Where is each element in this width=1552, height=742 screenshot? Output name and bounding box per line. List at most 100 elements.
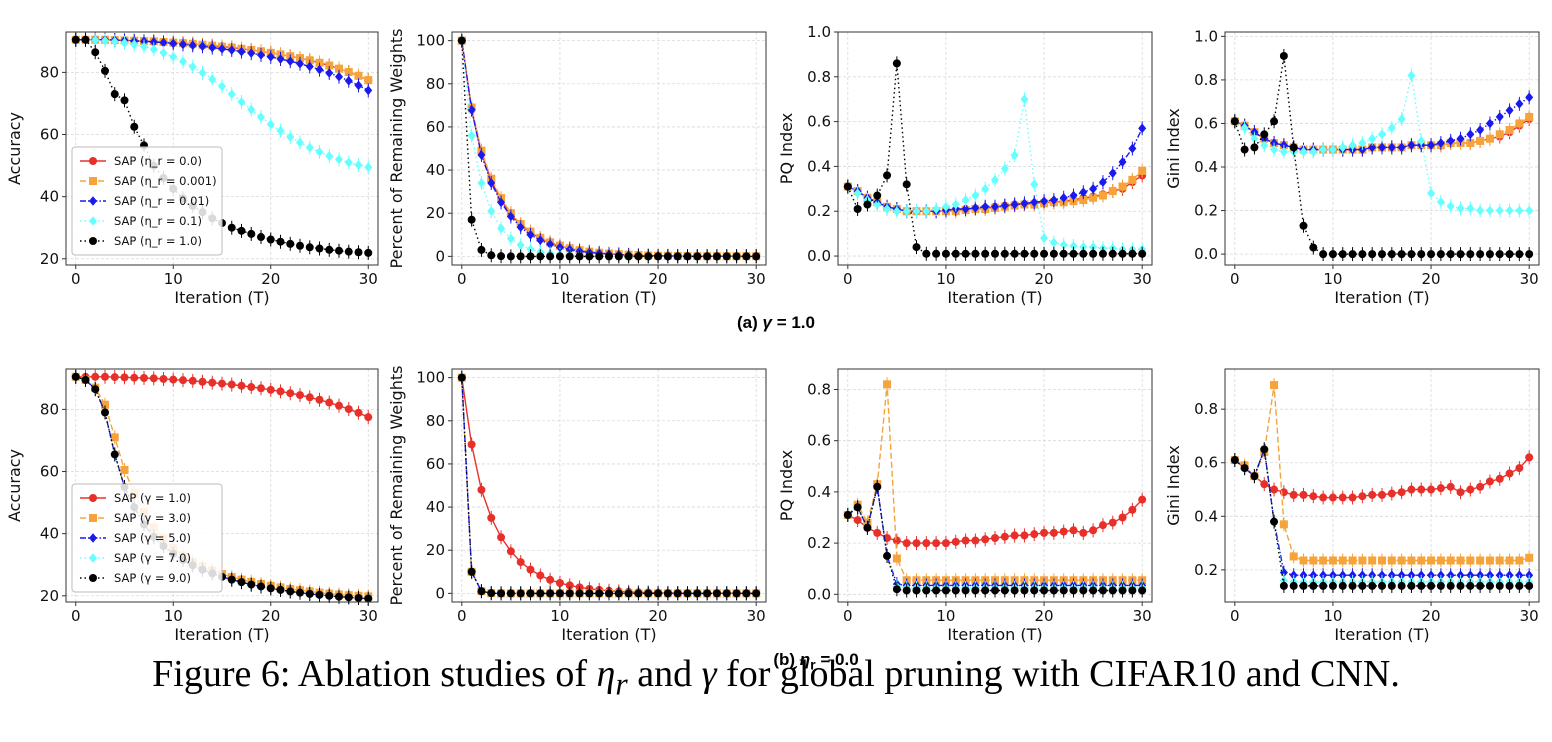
data-point xyxy=(257,384,265,393)
data-point xyxy=(1230,456,1239,465)
x-tick-label: 30 xyxy=(359,270,378,288)
data-point xyxy=(575,252,584,261)
x-tick-label: 20 xyxy=(261,270,280,288)
data-point xyxy=(1476,205,1485,216)
series-cyan xyxy=(457,370,761,601)
data-point xyxy=(335,592,343,601)
data-point xyxy=(179,56,187,67)
data-point xyxy=(110,36,119,47)
data-point xyxy=(1020,586,1029,595)
data-point xyxy=(634,252,643,261)
data-point xyxy=(1049,249,1058,258)
x-tick-label: 10 xyxy=(936,607,955,625)
data-point xyxy=(961,586,970,595)
y-tick-label: 0.2 xyxy=(807,202,831,220)
data-point xyxy=(902,586,911,595)
y-tick-label: 100 xyxy=(416,32,445,50)
data-point xyxy=(1299,556,1308,565)
data-point xyxy=(892,536,901,545)
data-point xyxy=(1407,70,1416,81)
y-tick-label: 0.6 xyxy=(1194,454,1218,472)
data-point xyxy=(1358,556,1367,565)
legend-entry: SAP (γ = 1.0) xyxy=(114,491,191,505)
data-point xyxy=(1138,166,1147,175)
data-point xyxy=(467,567,476,576)
data-point xyxy=(477,245,486,254)
chart-a-pq: 0 10 20 30 0.0 0.2 0.4 0.6 0.8 1.0 Iteration (T) PQ… xyxy=(777,23,1153,307)
y-tick-label: 40 xyxy=(426,498,445,516)
y-tick-label: 80 xyxy=(40,400,59,418)
data-point xyxy=(1128,143,1137,154)
data-point xyxy=(863,523,872,532)
data-point xyxy=(981,249,990,258)
data-point xyxy=(614,252,623,261)
data-point xyxy=(971,190,980,201)
data-point xyxy=(140,374,148,383)
data-point xyxy=(526,565,535,574)
data-point xyxy=(555,579,564,588)
data-point xyxy=(1505,581,1514,590)
data-point xyxy=(218,43,226,54)
data-point xyxy=(497,223,506,234)
data-point xyxy=(1138,586,1147,595)
data-point xyxy=(1495,205,1504,216)
y-tick-label: 60 xyxy=(40,126,59,144)
data-point xyxy=(1417,136,1426,146)
data-point xyxy=(1328,556,1337,565)
data-point xyxy=(91,385,100,394)
chart-a-rem: 0 10 20 30 0 20 40 60 80 100 Iteration (T) Percent … xyxy=(387,29,767,307)
data-point xyxy=(624,252,633,261)
data-point xyxy=(335,64,343,73)
data-point xyxy=(742,589,751,598)
data-point xyxy=(1417,556,1426,565)
x-tick-label: 10 xyxy=(550,270,569,288)
data-point xyxy=(296,241,304,250)
series-line xyxy=(847,63,1143,255)
x-tick-label: 20 xyxy=(649,270,668,288)
x-tick-label: 30 xyxy=(747,270,766,288)
legend-box xyxy=(71,483,223,593)
legend-entry: SAP (γ = 3.0) xyxy=(114,511,191,525)
data-point xyxy=(286,239,295,248)
data-point xyxy=(961,204,970,214)
plot-frame xyxy=(837,31,1153,266)
data-point xyxy=(1069,586,1078,595)
data-point xyxy=(1069,241,1078,251)
data-point xyxy=(257,582,265,591)
data-point xyxy=(344,157,353,168)
data-point xyxy=(1138,123,1147,134)
data-point xyxy=(742,252,751,261)
x-tick-label: 30 xyxy=(1520,607,1539,625)
data-point xyxy=(912,586,921,595)
data-point xyxy=(595,252,604,261)
data-point xyxy=(354,71,363,80)
data-point xyxy=(526,229,535,240)
legend-entry: SAP (γ = 5.0) xyxy=(114,531,191,545)
data-point xyxy=(335,246,343,255)
data-point xyxy=(1108,586,1117,595)
data-point xyxy=(932,204,941,214)
data-point xyxy=(1495,474,1504,483)
data-point xyxy=(237,381,246,390)
x-tick-label: 20 xyxy=(1422,607,1441,625)
data-point xyxy=(1260,130,1269,139)
data-point xyxy=(951,199,960,210)
data-point xyxy=(1250,472,1259,481)
data-point xyxy=(663,252,672,261)
y-axis-label: PQ Index xyxy=(777,450,796,521)
data-point xyxy=(991,533,999,542)
data-point xyxy=(188,40,197,51)
data-point xyxy=(546,252,555,261)
data-point xyxy=(497,197,506,208)
data-point xyxy=(497,252,506,261)
data-point xyxy=(1128,505,1137,514)
data-point xyxy=(1069,249,1078,258)
data-point xyxy=(1319,581,1328,590)
data-point xyxy=(257,233,265,242)
data-point xyxy=(1270,144,1279,155)
data-point xyxy=(941,586,950,595)
data-point xyxy=(1446,581,1455,590)
data-point xyxy=(198,67,207,78)
data-point xyxy=(1270,485,1279,494)
series-black xyxy=(843,479,1147,598)
